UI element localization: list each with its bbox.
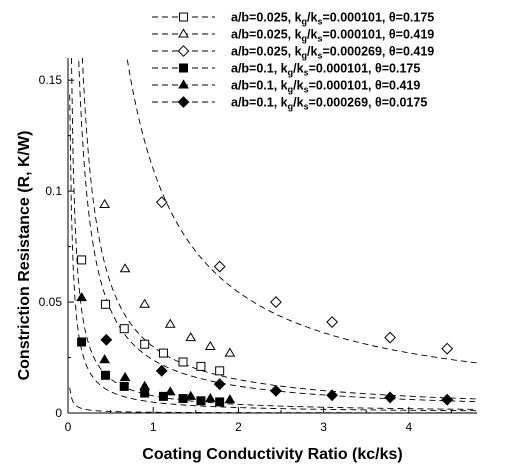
data-point-series-4 — [178, 394, 188, 404]
legend-label-5: a/b=0.1, kg/ks=0.000101, θ=0.419 — [231, 79, 420, 95]
x-tick-label: 1 — [150, 420, 157, 434]
legend-marker-6 — [177, 96, 190, 108]
data-point-series-5 — [185, 390, 197, 400]
data-markers — [76, 196, 454, 407]
y-tick-label: 0 — [55, 406, 62, 420]
legend-label-4: a/b=0.1, kg/ks=0.000101, θ=0.175 — [231, 62, 420, 78]
fit-line-series-4 — [69, 94, 477, 412]
data-point-series-6 — [270, 384, 282, 397]
data-point-series-5 — [119, 371, 131, 381]
data-point-series-5 — [139, 380, 151, 390]
data-point-series-4 — [77, 337, 87, 347]
y-tick-label: 0.1 — [45, 184, 62, 198]
axes — [67, 58, 477, 414]
data-point-series-6 — [213, 378, 226, 391]
data-point-series-1 — [100, 299, 110, 309]
legend-label-3: a/b=0.025, kg/ks=0.000269, θ=0.419 — [231, 45, 434, 61]
data-point-series-5 — [99, 354, 111, 364]
fit-line-series-2 — [81, 58, 477, 400]
x-tick-label: 2 — [235, 420, 242, 434]
data-point-series-4 — [140, 388, 150, 398]
data-point-series-4 — [215, 397, 225, 407]
tick-labels: 0 1 2 3 4 0 0.05 0.1 0.15 — [39, 73, 413, 434]
data-point-series-1 — [158, 348, 168, 358]
x-tick-label: 0 — [65, 420, 72, 434]
data-point-series-3 — [384, 331, 396, 344]
y-tick-label: 0.05 — [39, 295, 63, 309]
legend-marker-2 — [178, 28, 189, 38]
x-tick-label: 3 — [320, 420, 327, 434]
data-point-series-2 — [99, 198, 111, 208]
data-point-series-3 — [441, 342, 454, 355]
data-point-series-2 — [139, 298, 151, 308]
data-point-series-6 — [326, 389, 339, 402]
fit-line-series-3 — [126, 58, 477, 364]
legend-marker-4 — [179, 63, 188, 73]
y-tick-label: 0.15 — [39, 73, 63, 87]
data-point-series-2 — [185, 331, 197, 342]
x-tick-label: 4 — [405, 420, 412, 434]
data-point-series-1 — [119, 324, 129, 334]
x-axis-label: Coating Conductivity Ratio (kc/ks) — [142, 446, 402, 463]
data-point-series-3 — [326, 316, 339, 328]
legend: a/b=0.025, kg/ks=0.000101, θ=0.175a/b=0.… — [152, 11, 434, 112]
data-point-series-6 — [100, 333, 113, 346]
data-point-series-1 — [215, 366, 225, 376]
data-point-series-6 — [384, 391, 396, 404]
data-point-series-5 — [76, 292, 88, 302]
data-point-series-3 — [213, 260, 226, 273]
data-point-series-1 — [140, 339, 150, 349]
legend-label-2: a/b=0.025, kg/ks=0.000101, θ=0.419 — [231, 28, 434, 44]
data-point-series-4 — [196, 396, 206, 406]
data-point-series-2 — [224, 347, 236, 357]
legend-label-1: a/b=0.025, kg/ks=0.000101, θ=0.175 — [231, 11, 434, 27]
legend-marker-5 — [178, 79, 189, 89]
data-point-series-5 — [224, 394, 236, 404]
data-point-series-6 — [155, 364, 168, 377]
data-point-series-2 — [164, 318, 176, 328]
data-point-series-6 — [441, 393, 454, 406]
legend-marker-1 — [179, 12, 188, 22]
data-point-series-4 — [119, 381, 129, 391]
data-point-series-4 — [100, 370, 110, 380]
data-point-series-2 — [119, 263, 131, 273]
data-point-series-5 — [204, 392, 216, 403]
data-point-series-3 — [270, 296, 282, 308]
data-point-series-1 — [196, 361, 206, 371]
data-point-series-4 — [158, 391, 168, 401]
data-point-series-2 — [204, 340, 216, 350]
y-axis-label: Constriction Resistance (R, K/W) — [16, 131, 33, 381]
data-point-series-5 — [164, 386, 176, 396]
legend-marker-3 — [177, 45, 190, 57]
data-point-series-1 — [77, 255, 87, 265]
data-point-series-1 — [178, 357, 188, 367]
legend-label-6: a/b=0.1, kg/ks=0.000269, θ=0.0175 — [231, 96, 427, 112]
data-point-series-3 — [155, 196, 168, 209]
